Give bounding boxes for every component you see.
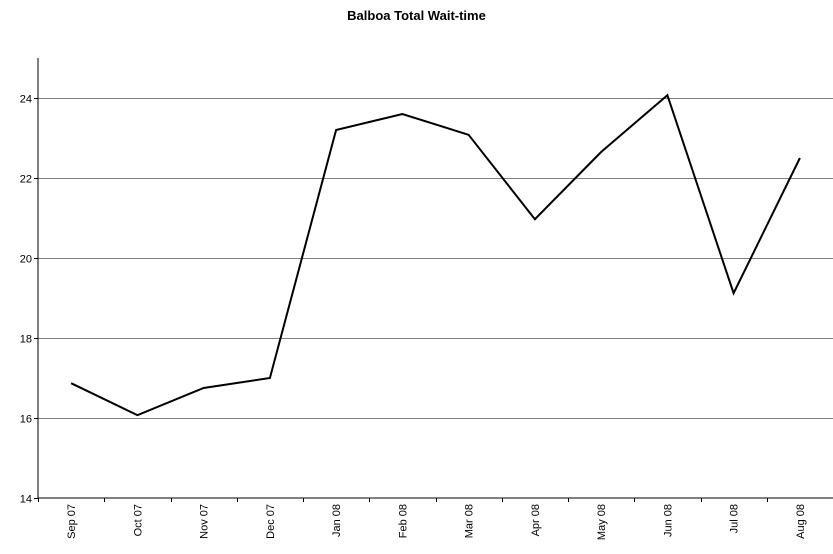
x-tick-label: Sep 07 [66,504,78,539]
series-line-1 [70,93,801,417]
x-tick-label: Aug 08 [795,504,807,539]
x-tick-label: Mar 08 [464,504,476,538]
y-tick-label: 18 [20,334,32,346]
x-tick-label: May 08 [596,504,608,540]
x-tick-label: Nov 07 [199,504,211,539]
y-tick-label: 14 [20,494,32,506]
x-tick-label: Jul 08 [729,504,741,533]
y-axis-ticks: 14 16 18 20 22 24 [20,94,38,506]
x-axis-ticks: Sep 07 Oct 07 Nov 07 Dec 07 Jan 08 Feb 08 Mar … [38,498,807,540]
gridlines [38,98,833,419]
x-tick-label: Jan 08 [331,504,343,537]
y-tick-label: 20 [20,254,32,266]
x-tick-label: Dec 07 [265,504,277,539]
x-tick-label: Oct 07 [132,504,144,536]
x-tick-label: Jun 08 [662,504,674,537]
y-tick-label: 16 [20,414,32,426]
y-tick-label: 22 [20,174,32,186]
x-tick-label: Apr 08 [530,504,542,536]
series-layer [70,93,801,417]
y-tick-label: 24 [20,94,32,106]
chart-title: Balboa Total Wait-time [347,8,486,23]
x-tick-label: Feb 08 [397,504,409,538]
